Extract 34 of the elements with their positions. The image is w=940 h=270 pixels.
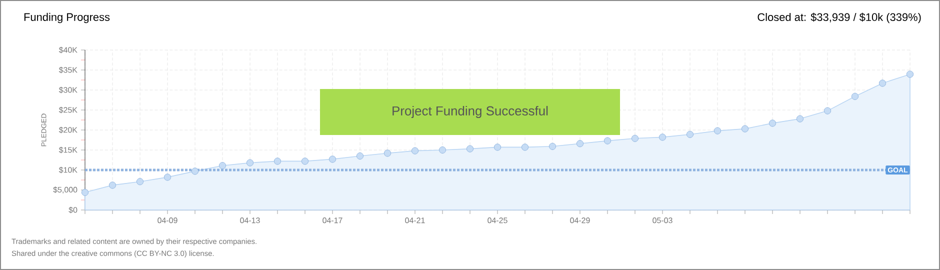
point: [878, 80, 886, 87]
annotation: Project Funding Successful: [392, 106, 548, 118]
point: [384, 150, 392, 157]
point: [356, 152, 364, 160]
point: [218, 162, 226, 170]
point: [191, 168, 199, 175]
point: [824, 107, 832, 114]
point: [576, 140, 584, 148]
point: [796, 115, 804, 122]
point: [604, 137, 612, 144]
point: [274, 158, 282, 165]
point: [438, 146, 446, 154]
point: [136, 178, 144, 186]
point: [906, 70, 914, 78]
point: [851, 92, 859, 100]
point: [548, 142, 556, 150]
point: [714, 127, 722, 134]
point: [328, 156, 336, 163]
point: [164, 174, 172, 181]
point: [741, 125, 749, 132]
point: [686, 130, 694, 138]
point: [301, 158, 309, 165]
point: [411, 147, 419, 154]
point: [466, 145, 474, 152]
chart-subtitle: Closed at: $33,939 / $10k (339%): [758, 12, 921, 24]
point: [658, 134, 666, 141]
point: [81, 188, 89, 196]
chart-title: Funding Progress: [24, 12, 110, 24]
point: [108, 182, 116, 189]
point: [631, 134, 639, 142]
point: [768, 120, 776, 127]
point: [521, 144, 529, 151]
point: [494, 144, 502, 151]
point: [246, 159, 254, 166]
